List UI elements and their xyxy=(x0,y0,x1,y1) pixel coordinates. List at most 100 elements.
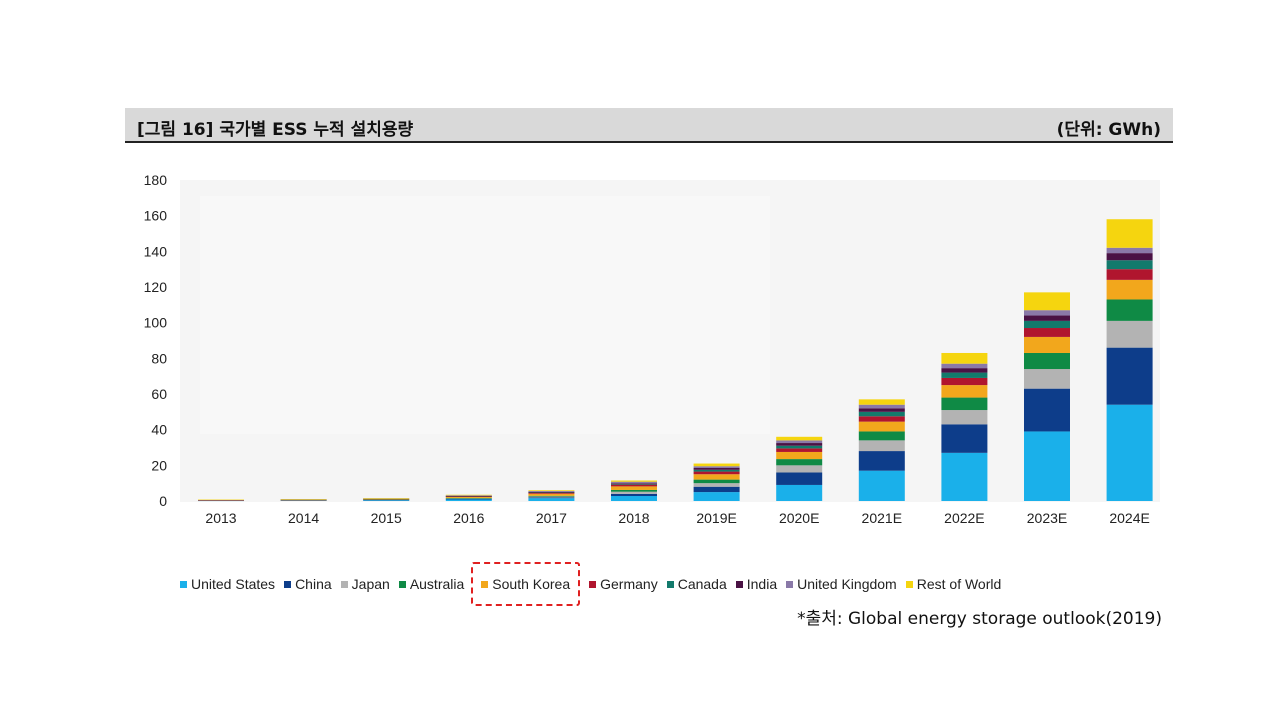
y-tick-label: 120 xyxy=(144,279,168,295)
bar-segment-united-kingdom xyxy=(445,495,492,496)
y-tick-label: 20 xyxy=(151,457,167,473)
bar-segment-india xyxy=(693,468,740,470)
chart: 0 20 40 60 80 100 120 140 160 180 2013 2014 2015 201… xyxy=(143,172,1153,526)
x-tick-label: 2023E xyxy=(1027,510,1067,526)
legend-swatch xyxy=(398,580,406,588)
bar-segment-japan xyxy=(858,440,905,452)
bar-segment-germany xyxy=(198,499,244,501)
bar-segment-canada xyxy=(611,483,657,485)
bar-segment-japan xyxy=(941,410,988,425)
legend-label: United States xyxy=(191,576,276,592)
bar-segment-south-korea xyxy=(693,474,740,480)
legend-label: South Korea xyxy=(492,576,571,592)
bar-segment-united-kingdom xyxy=(776,440,823,444)
bar-segment-canada xyxy=(1024,320,1070,329)
bar-segment-canada xyxy=(858,411,905,417)
bar-segment-rest-of-world xyxy=(941,352,988,364)
bar-segment-south-korea xyxy=(611,486,657,490)
bar-segment-germany xyxy=(1024,328,1070,337)
legend-item-united-kingdom: United Kingdom xyxy=(786,576,897,592)
bar-segment-australia xyxy=(693,479,740,484)
bar-segment-united-states xyxy=(776,484,823,501)
bar-segment-japan xyxy=(611,491,657,494)
x-tick-label: 2015 xyxy=(371,510,402,526)
bar-segment-united-kingdom xyxy=(280,499,327,500)
legend-label: Canada xyxy=(677,576,727,592)
bar-segment-united-kingdom xyxy=(693,466,740,469)
bar-segment-india xyxy=(941,368,988,373)
y-tick-label: 0 xyxy=(159,493,167,509)
legend-swatch xyxy=(905,580,913,588)
legend-label: Germany xyxy=(600,576,658,592)
bar-segment-south-korea xyxy=(445,496,492,498)
x-tick-label: 2019E xyxy=(696,510,736,526)
bar-segment-japan xyxy=(1024,369,1070,389)
source-note: *출처: Global energy storage outlook(2019) xyxy=(797,609,1162,629)
bar-segment-china xyxy=(1106,347,1153,405)
y-tick-label: 160 xyxy=(144,208,168,224)
bar-segment-australia xyxy=(445,497,492,499)
bar-segment-australia xyxy=(941,397,988,411)
y-tick-label: 100 xyxy=(144,315,168,331)
bar-segment-china xyxy=(693,486,740,493)
legend-swatch xyxy=(589,580,597,588)
bar-segment-rest-of-world xyxy=(445,494,492,496)
bar-segment-south-korea xyxy=(528,493,575,496)
x-tick-label: 2024E xyxy=(1109,510,1149,526)
bar-segment-germany xyxy=(611,484,657,487)
bar-segment-china xyxy=(445,498,492,500)
bar-segment-united-kingdom xyxy=(363,498,410,500)
bar-segment-rest-of-world xyxy=(1106,219,1153,248)
y-tick-label: 80 xyxy=(151,350,167,366)
x-tick-label: 2021E xyxy=(862,510,902,526)
bar-segment-india xyxy=(611,483,657,484)
x-tick-label: 2018 xyxy=(618,510,649,526)
figure-header: [그림 16] 국가별 ESS 누적 설치용량 (단위: GWh) xyxy=(125,108,1173,143)
x-tick-label: 2016 xyxy=(453,510,484,526)
bar-segment-united-states xyxy=(611,496,657,501)
bar-segment-china xyxy=(528,497,575,499)
bar-segment-south-korea xyxy=(941,385,988,398)
legend-label: China xyxy=(295,576,332,592)
bar-segment-china xyxy=(1024,388,1070,432)
bar-segment-australia xyxy=(363,499,410,500)
bar-segment-united-kingdom xyxy=(1024,310,1070,316)
legend-item-rest-of-world: Rest of World xyxy=(905,576,1002,592)
bar-segment-germany xyxy=(858,416,905,422)
legend-swatch xyxy=(180,580,187,588)
bar-segment-germany xyxy=(528,492,575,494)
x-tick-label: 2014 xyxy=(288,510,319,526)
bar-segment-united-states xyxy=(858,470,905,501)
bar-segment-japan xyxy=(693,483,740,487)
bar-segment-canada xyxy=(776,445,823,449)
legend-item-germany: Germany xyxy=(589,576,658,592)
bar-segment-rest-of-world xyxy=(363,498,410,499)
bar-segment-united-states xyxy=(363,499,410,501)
x-tick-label: 2013 xyxy=(205,510,236,526)
legend-label: Japan xyxy=(351,576,390,592)
bar-segment-united-kingdom xyxy=(858,404,905,409)
bar-segment-germany xyxy=(1106,269,1153,280)
legend-item-australia: Australia xyxy=(398,576,464,592)
bar-segment-australia xyxy=(776,459,823,466)
bar-segment-south-korea xyxy=(363,499,410,500)
legend-swatch xyxy=(284,580,292,588)
figure-unit: (단위: GWh) xyxy=(1056,120,1161,140)
bar-segment-india xyxy=(776,443,823,446)
x-tick-label: 2020E xyxy=(779,510,819,526)
bar-segment-south-korea xyxy=(1024,336,1070,353)
bar-segment-united-states xyxy=(693,492,740,501)
y-tick-label: 40 xyxy=(151,422,167,438)
bar-segment-united-kingdom xyxy=(611,481,657,484)
bar-segment-united-states xyxy=(941,452,988,501)
figure-title: [그림 16] 국가별 ESS 누적 설치용량 xyxy=(137,120,414,140)
legend: United States China Japan Australia South Ko… xyxy=(180,562,1010,606)
bar-segment-germany xyxy=(776,448,823,452)
legend-item-canada: Canada xyxy=(666,576,727,592)
bar-segment-china xyxy=(611,493,657,497)
legend-item-japan: Japan xyxy=(340,576,390,592)
legend-label: Rest of World xyxy=(916,576,1002,592)
bar-segment-south-korea xyxy=(1106,279,1153,300)
bar-segment-canada xyxy=(693,469,740,472)
x-tick-label: 2022E xyxy=(944,510,984,526)
